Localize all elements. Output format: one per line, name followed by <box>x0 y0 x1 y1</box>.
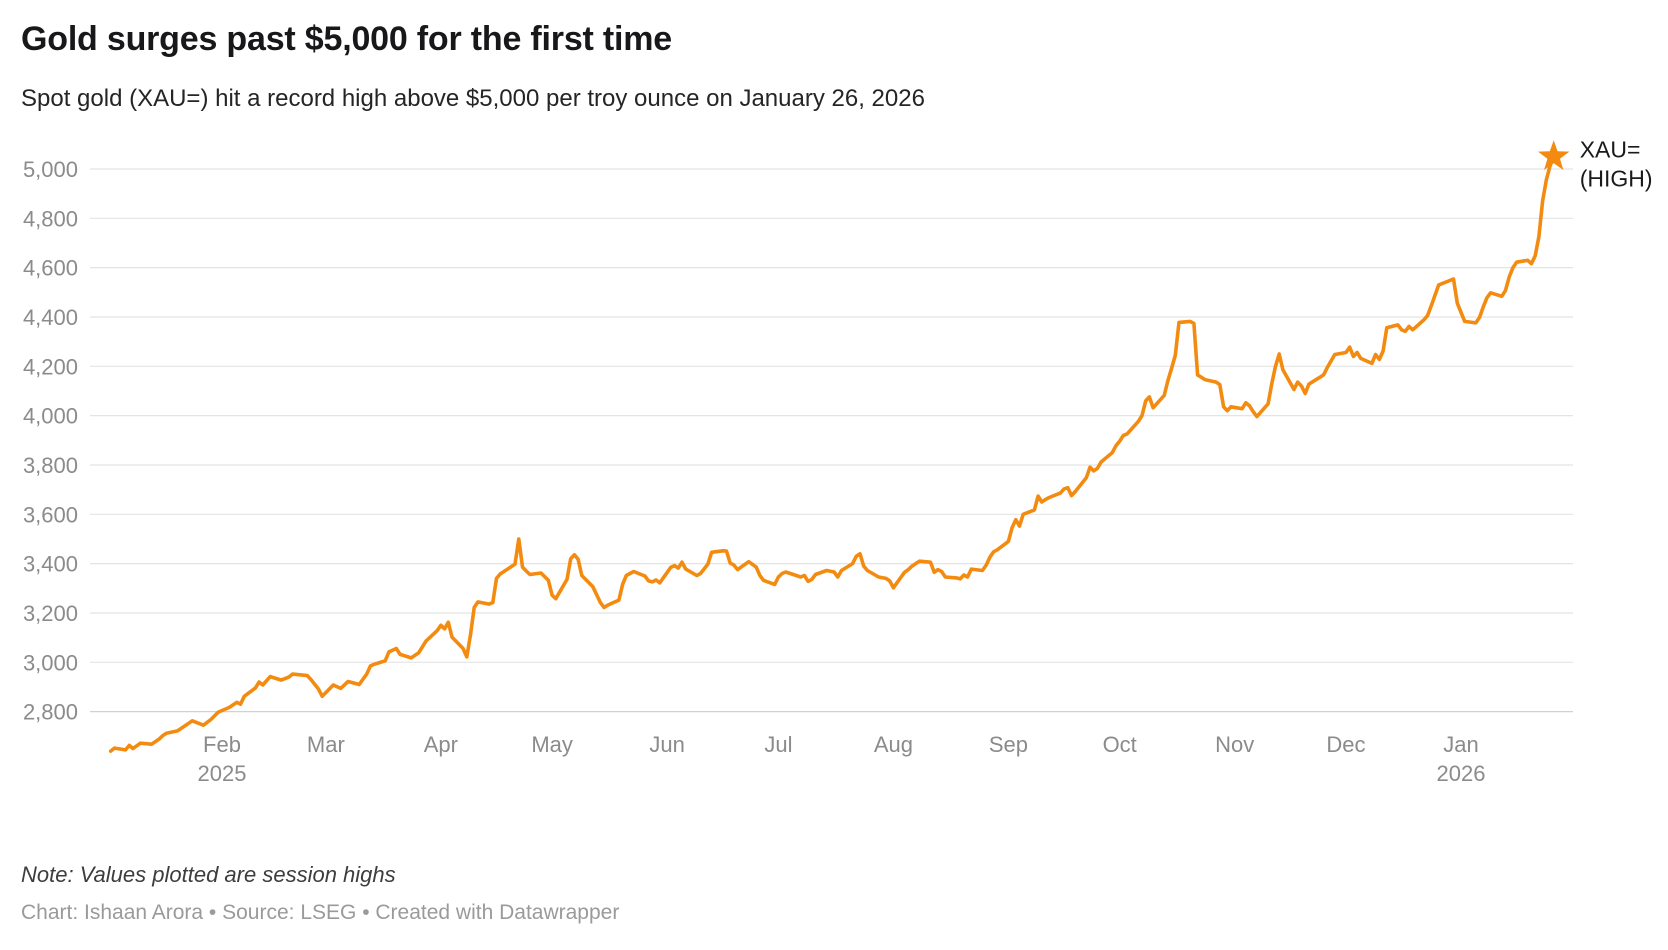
y-tick-label: 3,000 <box>23 650 78 675</box>
series-annotation-line2: (HIGH) <box>1580 166 1653 192</box>
chart-byline: Chart: Ishaan Arora • Source: LSEG • Cre… <box>21 901 620 924</box>
y-tick-label: 3,200 <box>23 601 78 626</box>
high-star-icon <box>1538 140 1570 170</box>
y-tick-label: 3,600 <box>23 502 78 527</box>
chart-note: Note: Values plotted are session highs <box>21 862 396 887</box>
x-tick-label: Dec <box>1326 732 1365 757</box>
y-tick-label: 3,400 <box>23 552 78 577</box>
price-line <box>108 154 1556 753</box>
series-annotation-line1: XAU= <box>1580 137 1641 163</box>
x-tick-label: Oct <box>1103 732 1137 757</box>
y-tick-label: 3,800 <box>23 453 78 478</box>
y-tick-label: 5,000 <box>23 157 78 182</box>
y-tick-label: 4,600 <box>23 256 78 281</box>
x-tick-label: Jun <box>649 732 684 757</box>
x-year-label: 2026 <box>1436 761 1485 786</box>
x-tick-label: Jan <box>1443 732 1478 757</box>
y-tick-label: 4,000 <box>23 404 78 429</box>
x-tick-label: Jul <box>764 732 792 757</box>
x-tick-label: Mar <box>307 732 345 757</box>
y-tick-label: 4,400 <box>23 305 78 330</box>
y-tick-label: 2,800 <box>23 700 78 725</box>
x-year-label: 2025 <box>198 761 247 786</box>
x-tick-label: Nov <box>1215 732 1254 757</box>
x-tick-label: Apr <box>424 732 458 757</box>
x-tick-label: Sep <box>989 732 1028 757</box>
chart-subtitle: Spot gold (XAU=) hit a record high above… <box>21 85 925 112</box>
x-tick-label: Feb <box>203 732 241 757</box>
y-tick-label: 4,800 <box>23 206 78 231</box>
x-tick-label: Aug <box>874 732 913 757</box>
x-tick-label: May <box>531 732 573 757</box>
y-tick-label: 4,200 <box>23 354 78 379</box>
chart-title: Gold surges past $5,000 for the first ti… <box>21 20 673 58</box>
